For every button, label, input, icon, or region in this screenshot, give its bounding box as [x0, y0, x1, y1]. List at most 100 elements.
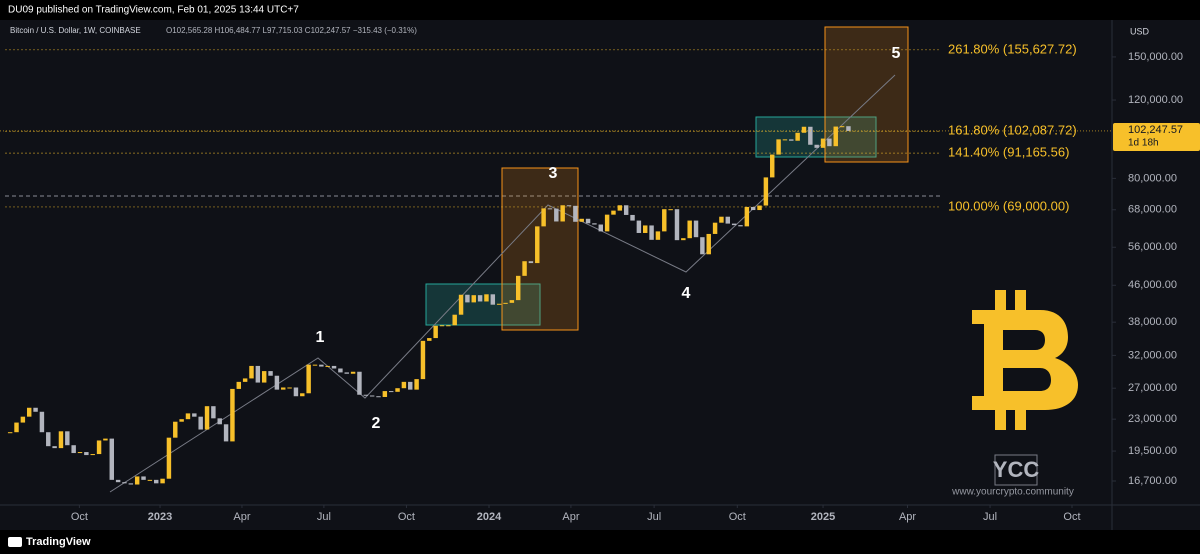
candle	[770, 154, 775, 178]
candle	[115, 479, 121, 483]
candle	[503, 302, 508, 304]
candle	[71, 445, 76, 454]
y-tick-label: 19,500.00	[1128, 445, 1177, 457]
candle	[96, 440, 102, 455]
candle	[541, 208, 546, 227]
logo-part	[1015, 405, 1026, 430]
candle	[376, 396, 381, 398]
candle	[611, 210, 616, 215]
fib-label: 141.40% (91,165.56)	[948, 145, 1069, 160]
ohlc: O102,565.28 H106,484.77 L97,715.03 C102,…	[166, 26, 417, 35]
candle	[179, 419, 184, 422]
candle	[801, 126, 807, 133]
candle	[65, 431, 70, 446]
candle	[300, 393, 305, 397]
candle	[427, 338, 432, 341]
candle	[681, 238, 686, 241]
candle	[643, 225, 648, 233]
y-tick-label: 120,000.00	[1128, 94, 1183, 106]
bottom-bar	[0, 530, 1200, 554]
watermark-logo: YCC	[993, 457, 1040, 482]
candle	[420, 340, 426, 380]
candle	[7, 432, 13, 434]
candle	[204, 406, 210, 430]
wave-label: 1	[316, 329, 325, 346]
candle	[141, 476, 146, 480]
target-box	[501, 167, 579, 331]
candle	[598, 224, 603, 232]
candle	[617, 205, 623, 211]
candle	[58, 431, 64, 449]
candle	[496, 303, 502, 305]
candle	[401, 381, 407, 389]
candle	[14, 422, 19, 433]
x-tick-label: Apr	[233, 511, 250, 523]
candle	[566, 205, 572, 207]
price-tag	[1113, 122, 1200, 151]
logo-part	[1015, 290, 1026, 315]
watermark-url: www.yourcrypto.community	[951, 487, 1074, 498]
candle	[84, 452, 89, 456]
candle	[623, 205, 629, 215]
candle	[395, 388, 400, 392]
top-bar	[0, 0, 1200, 20]
candle	[154, 479, 159, 484]
candle	[325, 365, 330, 367]
candle	[662, 209, 667, 232]
boxes	[425, 26, 909, 331]
candle	[725, 216, 731, 224]
candle	[103, 438, 108, 441]
candle	[33, 407, 38, 412]
candle	[649, 225, 654, 240]
candle	[369, 395, 375, 397]
candle	[160, 478, 165, 484]
y-tick-label: 80,000.00	[1128, 172, 1177, 184]
candle	[408, 381, 413, 390]
candle	[211, 406, 216, 419]
candle	[128, 483, 134, 485]
candle	[217, 418, 222, 425]
candle	[585, 218, 591, 224]
candle	[776, 139, 781, 155]
candle	[700, 237, 705, 255]
candle	[357, 371, 362, 395]
candle	[198, 416, 203, 430]
y-tick-label: 16,700.00	[1128, 475, 1177, 487]
currency: USD	[1130, 26, 1150, 36]
candle	[344, 372, 349, 374]
plot: 16,700.00 19,500.00 23,000.00 27,000.00 32,0…	[0, 41, 1200, 523]
candle	[230, 388, 235, 442]
candle	[192, 413, 197, 417]
brand-logo	[8, 537, 22, 547]
candle	[414, 379, 419, 390]
candle	[338, 368, 343, 373]
candle	[388, 391, 394, 393]
wave-label: 2	[372, 415, 381, 432]
candle	[268, 371, 273, 376]
logo-part	[972, 310, 1078, 410]
candle	[446, 325, 451, 327]
candle	[738, 225, 743, 227]
candle	[173, 421, 178, 438]
candle	[134, 476, 140, 485]
candle	[363, 394, 369, 396]
logo-part	[995, 290, 1006, 315]
candle	[820, 138, 826, 148]
candle	[433, 325, 438, 339]
brand: TradingView	[26, 536, 91, 548]
candle	[90, 454, 95, 456]
candle	[827, 138, 832, 147]
y-tick-label: 150,000.00	[1128, 51, 1183, 63]
candle	[750, 206, 756, 211]
wave-label: 5	[892, 45, 901, 62]
candle	[274, 375, 280, 390]
fib-label: 261.80% (155,627.72)	[948, 41, 1077, 56]
candle	[535, 226, 540, 264]
candle	[554, 208, 559, 222]
candle	[477, 295, 483, 302]
candle	[833, 126, 838, 147]
x-tick-label: Oct	[71, 511, 88, 523]
candle	[293, 387, 299, 397]
